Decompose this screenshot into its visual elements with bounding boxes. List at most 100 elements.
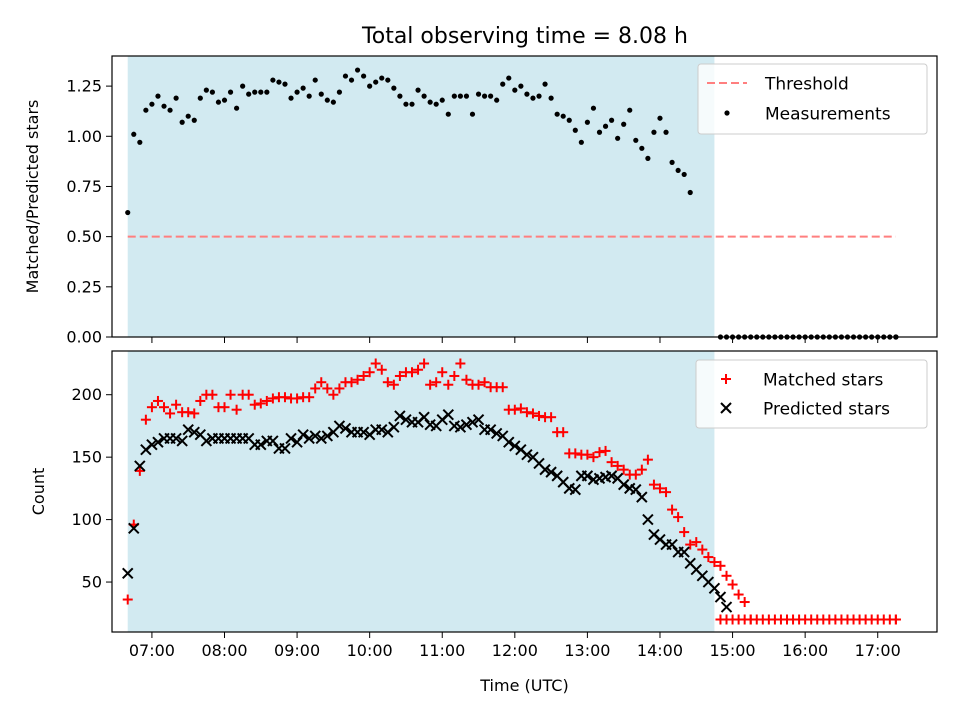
- measurement-point: [161, 103, 167, 109]
- matched-star-point: [358, 370, 369, 381]
- matched-star-point: [322, 383, 333, 394]
- measurement-point: [149, 101, 155, 107]
- legend-predicted-swatch: [720, 402, 732, 414]
- matched-star-point: [515, 403, 526, 414]
- measurement-point: [403, 101, 409, 107]
- cross-stroke-b: [146, 438, 158, 451]
- matched-star-point: [279, 392, 290, 403]
- cross-stroke-b: [563, 482, 575, 495]
- measurement-point: [627, 107, 633, 113]
- bottom-x-ticks: 07:00 08:00 09:00 10:00 11:00 12:00 13:00 14:00…: [129, 632, 901, 660]
- predicted-star-point: [333, 420, 346, 432]
- matched-star-point: [352, 374, 363, 385]
- measurement-point: [131, 131, 137, 137]
- predicted-star-point: [176, 435, 188, 447]
- predicted-star-point: [636, 491, 648, 503]
- top-x-ticks: [151, 337, 879, 343]
- observing-window-shade-top: [127, 56, 715, 337]
- matched-star-point: [231, 404, 242, 415]
- cross-stroke-b: [279, 442, 291, 455]
- matched-star-point: [890, 614, 901, 625]
- matched-star-point: [159, 402, 170, 413]
- legend-predicted-marker: [720, 402, 732, 414]
- measurement-point: [191, 117, 197, 123]
- matched-star-point: [425, 379, 436, 390]
- matched-star-point: [195, 395, 206, 406]
- measurement-point: [602, 123, 609, 129]
- matched-star-point: [255, 398, 266, 409]
- cross-stroke-b: [557, 476, 569, 488]
- cross-stroke-b: [194, 428, 207, 441]
- matched-star-point: [570, 448, 581, 459]
- cross-stroke-b: [339, 422, 352, 435]
- predicted-star-point: [569, 483, 582, 496]
- bottom-y-axis-label: Count: [29, 468, 48, 516]
- matched-star-point: [661, 487, 672, 498]
- measurement-point: [615, 135, 621, 141]
- x-tick-label: 15:00: [710, 641, 756, 660]
- measurement-point: [215, 99, 222, 105]
- measurement-point: [536, 93, 542, 99]
- cross-stroke-b: [720, 601, 733, 613]
- matched-star-point: [497, 382, 508, 393]
- cross-stroke-b: [134, 460, 146, 472]
- measurement-point: [246, 91, 252, 97]
- measurement-point: [463, 93, 470, 99]
- matched-star-point: [183, 407, 194, 418]
- cross-stroke-b: [624, 482, 636, 495]
- predicted-star-point: [291, 436, 303, 448]
- ratio-panel: 0.00 0.25 0.50 0.75 1.00 1.25 Matched/Predict…: [23, 55, 938, 347]
- matched-star-point: [685, 539, 696, 550]
- top-y-axis-label: Matched/Predicted stars: [23, 100, 42, 294]
- predicted-star-point: [122, 567, 134, 580]
- matched-star-point: [328, 389, 339, 400]
- predicted-star-point: [490, 427, 503, 440]
- top-y-tick-label: 1.00: [66, 127, 102, 146]
- matched-star-point: [243, 389, 254, 400]
- predicted-star-point: [297, 428, 309, 441]
- cross-stroke-b: [666, 538, 678, 551]
- cross-stroke-b: [497, 430, 509, 442]
- measurement-point: [312, 77, 318, 83]
- legend-measurement-label: Measurements: [765, 105, 891, 125]
- measurement-point: [530, 95, 536, 101]
- matched-star-point: [534, 410, 545, 421]
- x-tick-label: 14:00: [637, 641, 683, 660]
- matched-star-point: [612, 460, 623, 471]
- matched-star-point: [388, 379, 399, 390]
- legend-bottom: Matched stars Predicted stars: [695, 359, 928, 429]
- matched-star-point: [189, 408, 200, 419]
- cross-stroke-b: [357, 426, 370, 438]
- predicted-star-point: [521, 448, 533, 461]
- measurement-point: [288, 95, 294, 101]
- matched-star-point: [292, 393, 303, 404]
- measurement-point: [234, 105, 240, 111]
- predicted-star-point: [255, 438, 267, 451]
- predicted-star-point: [134, 460, 146, 472]
- cross-stroke-b: [472, 413, 485, 426]
- predicted-star-point: [357, 426, 370, 438]
- cross-stroke-b: [188, 426, 200, 438]
- matched-star-point: [225, 389, 236, 400]
- cross-stroke-b: [527, 451, 539, 463]
- matched-star-point: [527, 408, 538, 419]
- measurement-point: [379, 75, 385, 81]
- measurement-point: [264, 89, 270, 95]
- predicted-star-point: [418, 411, 430, 423]
- legend-predicted-label: Predicted stars: [763, 400, 890, 420]
- measurement-point: [675, 167, 681, 174]
- cross-stroke-b: [321, 430, 334, 442]
- matched-star-point: [334, 383, 345, 394]
- measurement-point: [294, 89, 300, 95]
- predicted-star-point: [605, 470, 618, 482]
- predicted-star-point: [454, 421, 467, 433]
- measurement-point: [572, 127, 578, 133]
- measurement-point: [554, 111, 560, 117]
- cross-stroke-b: [720, 402, 732, 414]
- cross-stroke-b: [303, 432, 315, 445]
- legend-top-box: [697, 63, 928, 135]
- cross-stroke-b: [333, 420, 346, 432]
- matched-star-point: [261, 395, 272, 406]
- matched-star-point: [654, 483, 665, 494]
- measurement-point: [524, 91, 530, 97]
